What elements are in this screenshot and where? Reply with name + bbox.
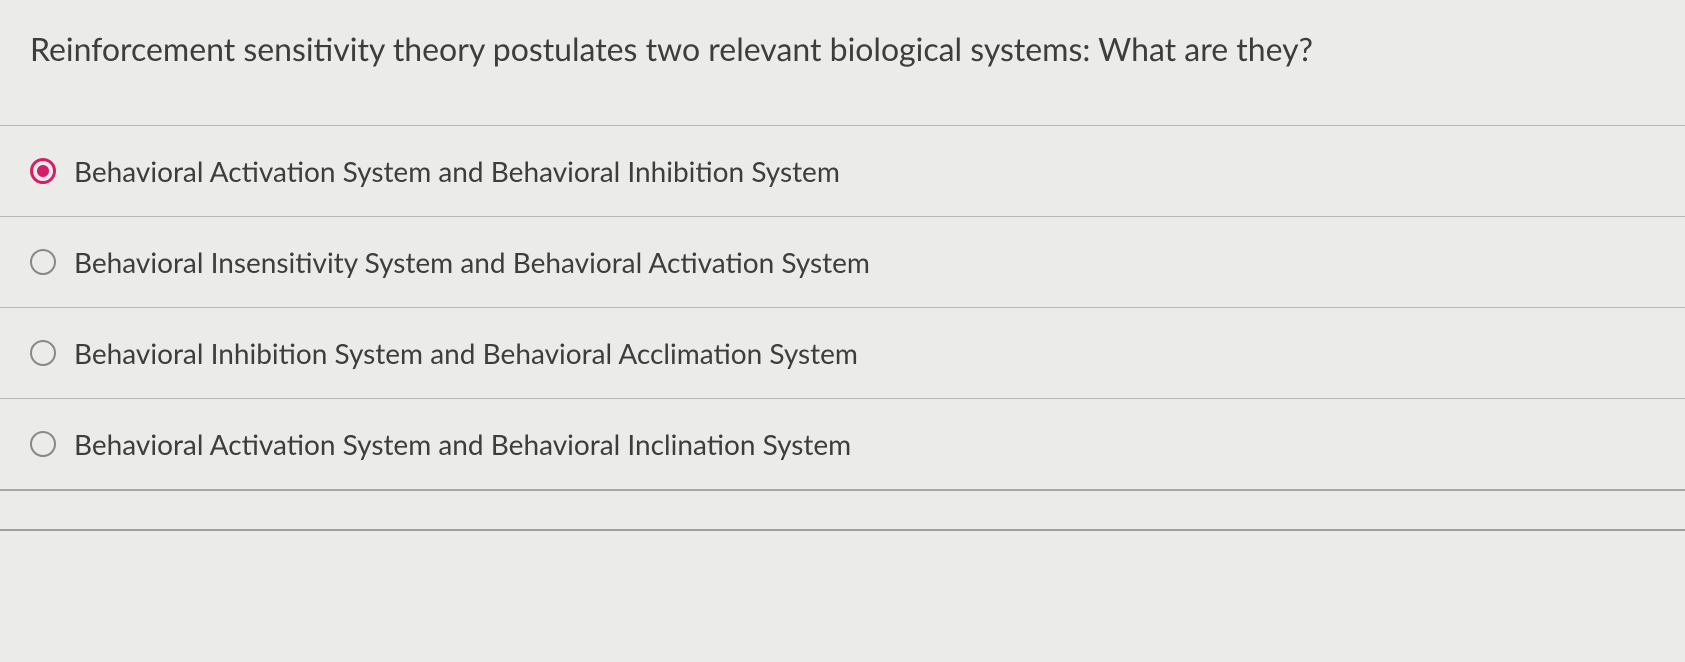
radio-button-2[interactable] [30,340,56,366]
option-row-0[interactable]: Behavioral Activation System and Behavio… [0,126,1685,217]
section-divider [0,529,1685,531]
radio-button-3[interactable] [30,431,56,457]
radio-dot-icon [37,165,49,177]
option-row-3[interactable]: Behavioral Activation System and Behavio… [0,399,1685,491]
question-text: Reinforcement sensitivity theory postula… [0,0,1685,125]
option-label-0: Behavioral Activation System and Behavio… [74,154,840,188]
option-label-2: Behavioral Inhibition System and Behavio… [74,336,858,370]
quiz-container: Reinforcement sensitivity theory postula… [0,0,1685,662]
radio-button-1[interactable] [30,249,56,275]
option-label-3: Behavioral Activation System and Behavio… [74,427,851,461]
options-list: Behavioral Activation System and Behavio… [0,125,1685,491]
option-row-1[interactable]: Behavioral Insensitivity System and Beha… [0,217,1685,308]
option-row-2[interactable]: Behavioral Inhibition System and Behavio… [0,308,1685,399]
radio-button-0[interactable] [30,158,56,184]
option-label-1: Behavioral Insensitivity System and Beha… [74,245,870,279]
